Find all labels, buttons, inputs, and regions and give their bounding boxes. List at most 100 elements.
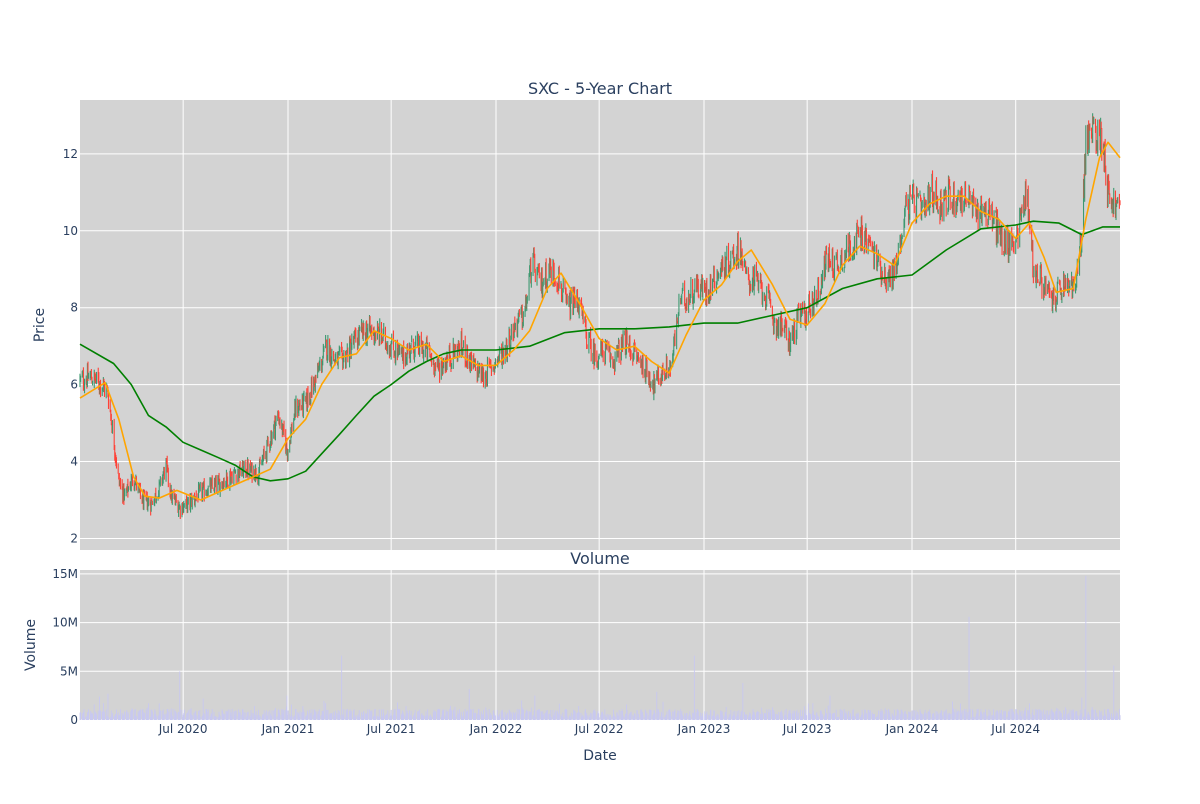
x-tick-label: Jul 2022	[574, 722, 624, 736]
volume-bar	[985, 715, 987, 720]
volume-bar	[207, 709, 209, 720]
volume-bar	[752, 714, 753, 720]
volume-bar	[828, 716, 830, 720]
volume-bar	[183, 709, 185, 720]
volume-bar	[717, 714, 719, 720]
volume-bar	[761, 707, 763, 720]
volume-bar	[377, 715, 378, 720]
volume-bar	[714, 716, 716, 720]
volume-bar	[246, 715, 248, 720]
volume-bar	[736, 716, 737, 720]
volume-bar	[909, 712, 911, 720]
volume-bar	[382, 715, 384, 720]
volume-bar	[267, 711, 269, 720]
volume-bar	[334, 710, 336, 720]
volume-bar	[430, 716, 432, 720]
volume-bar	[580, 712, 582, 720]
volume-bar	[166, 709, 168, 720]
volume-bar	[470, 709, 471, 720]
volume-bar	[737, 716, 739, 720]
volume-bar	[87, 712, 88, 720]
volume-bar	[1045, 710, 1047, 720]
volume-bar	[514, 713, 516, 720]
volume-bar	[981, 713, 983, 720]
volume-bar	[911, 710, 913, 720]
volume-bar	[992, 715, 993, 720]
volume-bar	[834, 712, 835, 720]
volume-bar	[238, 713, 240, 720]
volume-bar	[744, 712, 745, 720]
x-tick-label: Jul 2024	[990, 722, 1040, 736]
volume-bar	[502, 712, 504, 720]
volume-bar	[158, 716, 160, 720]
volume-bar	[1056, 707, 1058, 720]
volume-bar	[117, 712, 119, 720]
volume-bar	[132, 708, 133, 720]
volume-bar	[953, 711, 955, 720]
volume-bar	[875, 717, 877, 720]
volume-bar	[474, 712, 476, 720]
volume-bar	[86, 716, 88, 720]
volume-bar	[354, 717, 356, 720]
volume-bar	[740, 711, 742, 720]
volume-bar	[283, 714, 284, 720]
volume-bar	[793, 713, 795, 720]
volume-bar	[217, 717, 219, 720]
volume-bar	[1057, 708, 1059, 720]
volume-bar	[1119, 715, 1121, 720]
volume-bar	[750, 716, 752, 720]
price-y-tick-label: 10	[63, 224, 78, 238]
volume-bar	[346, 711, 348, 720]
volume-bar	[1027, 710, 1029, 720]
volume-bar	[601, 712, 602, 720]
volume-bar	[126, 710, 128, 720]
volume-bar	[812, 703, 814, 720]
volume-bar	[103, 717, 105, 720]
volume-bar	[432, 712, 434, 720]
volume-bar	[590, 713, 592, 720]
volume-bar	[1035, 710, 1037, 720]
volume-bar	[907, 717, 909, 720]
volume-bar	[529, 712, 531, 720]
volume-bar	[406, 714, 407, 720]
volume-bar	[634, 713, 635, 720]
volume-bar	[1091, 707, 1093, 720]
volume-bar	[1021, 716, 1022, 720]
volume-bar	[1108, 712, 1110, 720]
x-tick-label: Jan 2023	[677, 722, 731, 736]
volume-bar	[353, 709, 355, 720]
volume-bar	[406, 710, 408, 720]
price-y-ticks: 2 4 6 8 10 12	[63, 147, 78, 546]
volume-bar	[142, 711, 144, 720]
volume-bar	[473, 713, 475, 720]
volume-bar	[1035, 708, 1037, 720]
volume-bar	[447, 711, 449, 720]
volume-bar	[522, 709, 524, 720]
volume-bar	[648, 709, 650, 720]
volume-bar	[576, 713, 578, 720]
volume-bar	[128, 714, 129, 720]
volume-bar	[666, 711, 668, 720]
volume-bar	[467, 710, 468, 720]
volume-bar	[508, 709, 510, 720]
volume-bar	[975, 716, 977, 720]
volume-bar	[758, 712, 760, 720]
volume-bar	[1100, 717, 1102, 720]
volume-bar	[989, 715, 990, 720]
volume-bar	[1036, 714, 1038, 720]
volume-bar	[614, 716, 615, 720]
volume-bar	[235, 710, 237, 720]
volume-bar	[433, 709, 435, 720]
volume-bar	[536, 710, 538, 720]
volume-bar	[933, 712, 935, 720]
volume-bar	[900, 716, 902, 720]
volume-bar	[521, 707, 523, 720]
volume-bar	[904, 711, 906, 720]
volume-bar	[310, 712, 312, 720]
volume-bar	[475, 713, 476, 720]
volume-bar	[215, 716, 217, 720]
volume-bar	[941, 715, 943, 720]
volume-bar	[330, 713, 332, 720]
volume-bar	[625, 713, 626, 720]
volume-bar	[733, 715, 735, 720]
